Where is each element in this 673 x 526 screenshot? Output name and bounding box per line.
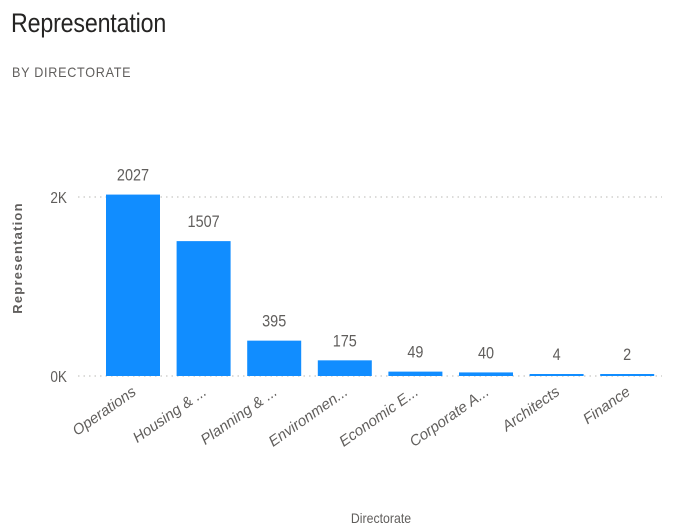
bar[interactable] [247,340,302,376]
data-label: 175 [333,332,357,350]
y-tick-label: 0K [50,369,67,386]
bar[interactable] [529,374,584,376]
chart-subtitle: BY DIRECTORATE [12,64,132,80]
x-tick-label: Corporate A... [407,383,493,450]
bar[interactable] [176,241,231,376]
data-label: 4 [553,346,561,364]
data-label: 1507 [188,213,220,231]
x-axis-title: Directorate [351,510,411,526]
bars [106,194,655,376]
x-tick-label: Housing & ... [130,383,210,446]
data-label: 40 [478,344,494,362]
data-labels: 2027 1507 395 175 49 40 4 2 [117,167,631,365]
bar[interactable] [317,360,372,376]
y-axis-title: Representation [10,202,25,313]
bar[interactable] [600,374,655,376]
data-label: 2 [623,346,631,364]
y-axis-ticks: 0K 2K [50,190,67,386]
x-tick-label: Finance [580,383,633,428]
data-label: 2027 [117,167,149,185]
bar[interactable] [106,194,160,376]
x-tick-label: Architects [498,383,563,436]
gridlines [78,196,662,377]
bar[interactable] [459,372,513,376]
data-label: 395 [262,313,286,331]
x-tick-label: Operations [69,383,139,439]
bar[interactable] [388,371,443,376]
y-tick-label: 2K [50,190,67,207]
data-label: 49 [407,344,423,362]
chart-title: Representation [11,8,167,38]
